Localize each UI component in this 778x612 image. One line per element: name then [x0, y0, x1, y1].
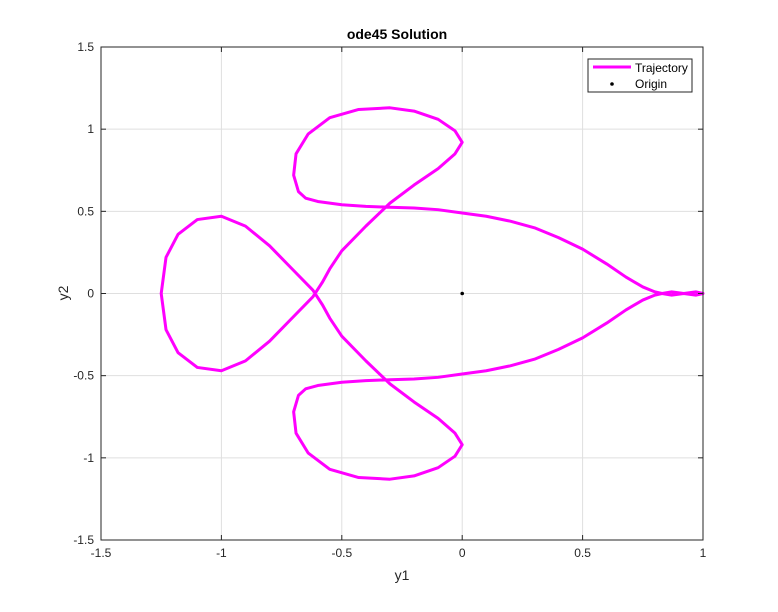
x-axis-label: y1 [395, 567, 410, 583]
trajectory-line [159, 106, 705, 481]
legend-origin-label: Origin [635, 77, 667, 91]
x-tick-label: -1.5 [91, 546, 112, 560]
legend-box [587, 58, 693, 93]
chart-title: ode45 Solution [347, 26, 447, 42]
y-tick-label: -1.5 [73, 533, 94, 547]
legend-trajectory-label: Trajectory [635, 61, 688, 75]
y-tick-label: -0.5 [73, 369, 94, 383]
legend-origin-marker [610, 82, 614, 86]
x-tick-label: 0.5 [574, 546, 591, 560]
y-tick-label: -1 [83, 451, 94, 465]
y-tick-label: 0.5 [77, 204, 94, 218]
y-axis-label: y2 [55, 285, 71, 300]
y-tick-label: 0 [87, 287, 94, 301]
y-tick-label: 1 [87, 122, 94, 136]
plot-area [159, 106, 705, 481]
x-tick-label: 0 [459, 546, 466, 560]
x-tick-label: -0.5 [331, 546, 352, 560]
origin-marker [460, 291, 465, 296]
x-tick-label: -1 [216, 546, 227, 560]
x-tick-label: 1 [700, 546, 707, 560]
legend[interactable]: Trajectory Origin [587, 58, 693, 93]
tick-labels: -1.5 -1 -0.5 0 0.5 1 -1.5 -1 -0.5 0 0.5 1 1.5 [73, 40, 706, 560]
y-tick-label: 1.5 [77, 40, 94, 54]
ticks [100, 46, 704, 541]
